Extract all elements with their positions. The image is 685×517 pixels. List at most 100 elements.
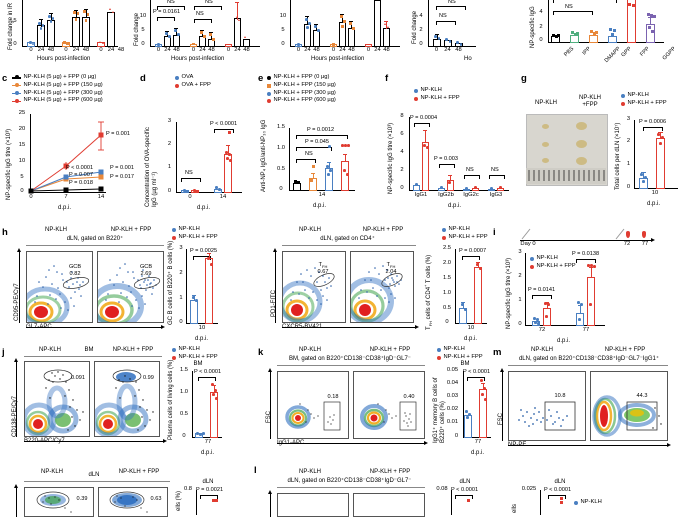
flow-plot: 0.39 (24, 487, 94, 517)
data-point (547, 303, 550, 306)
panel-h-chart-xlabel: d.p.i. (195, 336, 209, 342)
panel-c-p-6: P = 0.017 (110, 174, 135, 180)
data-point (344, 144, 347, 147)
legend-label: NP-KLH (448, 226, 470, 232)
panel-a2-xtick: 48 (173, 47, 180, 53)
panel-f-p-2: P = 0.003 (434, 156, 459, 162)
panel-b-ytick: 4 (539, 9, 543, 15)
data-point (196, 432, 199, 435)
panel-m-xaxis-label: NP-PE (508, 442, 527, 448)
panel-f-ytick: 2 (400, 167, 404, 173)
data-point (177, 33, 180, 36)
panel-k-chart-ytick: 0.01 (446, 419, 459, 425)
panel-j-yaxis-arrow (14, 358, 18, 437)
legend-label: NP-KLH (5 µg) + FPP (300 µg) (23, 89, 103, 96)
legend-item: NP-KLH (5 µg) + FPP (300 µg) (12, 90, 103, 98)
panel-d-label: d (140, 73, 146, 84)
error-cap (48, 13, 54, 14)
sig-bracket (576, 259, 596, 263)
panel-j-chart-yaxis (192, 371, 193, 437)
panel-a-xtick: 48 (117, 47, 125, 53)
data-point (212, 38, 215, 41)
legend-item: NP-KLH + FPP (172, 234, 218, 242)
panel-a3-xtick: 48 (383, 47, 390, 53)
error-cap (73, 10, 79, 11)
legend-item: NP-KLH (442, 226, 488, 234)
data-point (545, 315, 548, 318)
sig-bracket (194, 19, 212, 23)
bar (570, 35, 579, 43)
panel-m-flow-title-1: NP-KLH (530, 347, 553, 353)
error-cap (658, 132, 663, 133)
panel-i-timeline-mark-2: 77 (641, 241, 649, 247)
error-cap (225, 145, 230, 146)
panel-bl-gate-2-value: 0.63 (150, 496, 162, 502)
data-point (98, 41, 101, 43)
sig-bracket (462, 256, 480, 260)
panel-f-xtick: IgG1 (414, 192, 428, 198)
panel-d-yaxis (176, 122, 177, 192)
panel-h2-chart-ytick: 2.5 (442, 245, 452, 251)
panel-g-yaxis (634, 120, 635, 188)
data-point (49, 20, 53, 23)
data-point (642, 180, 645, 183)
bar (608, 36, 617, 43)
panel-j-flow-title-2: NP-KLH + FPP (112, 347, 154, 353)
data-point (595, 31, 598, 34)
data-point (434, 35, 437, 38)
data-point (168, 35, 171, 38)
bar (383, 28, 390, 47)
legend-item: NP-KLH (172, 226, 218, 234)
error-cap (83, 9, 89, 10)
panel-h2-p: P = 0.0007 (459, 248, 487, 254)
panel-d-ytick: 3 (167, 118, 172, 124)
panel-a3-xtick: 0 (331, 47, 336, 53)
panel-h2-chart-xaxis (455, 323, 487, 324)
legend-label: NP-KLH + FPP (150 µg) (273, 81, 336, 88)
bar (656, 138, 665, 189)
panel-b-xtick: DMAPP (603, 46, 622, 65)
bar (589, 35, 598, 43)
error-cap (206, 253, 211, 254)
data-point (84, 19, 88, 22)
panel-a-xaxis (22, 46, 118, 47)
data-point (445, 38, 448, 41)
error-bar (342, 14, 343, 23)
legend-item: OVA + FPP (175, 82, 211, 90)
legend-item: NP-KLH + FPP (442, 234, 488, 242)
panel-k-p: P < 0.0001 (463, 369, 491, 375)
sig-bracket (548, 495, 566, 499)
data-point (327, 173, 330, 176)
panel-k-yaxis-label: FSC (266, 411, 272, 423)
error-bar (176, 28, 177, 36)
panel-d-ytick: 1 (167, 164, 172, 170)
data-point (484, 398, 487, 401)
flow-plot: 0.091 (24, 361, 90, 437)
data-point (481, 393, 484, 396)
panel-k-label: k (258, 347, 264, 358)
data-point (66, 42, 69, 45)
panel-c-xaxis (30, 192, 106, 193)
panel-l2-yaxis (540, 490, 541, 515)
panel-m: NP-KLH NP-KLH + FPP dLN, gated on B220⁺C… (490, 345, 685, 463)
legend-swatch (12, 90, 21, 96)
panel-e-ytick: 1.0 (276, 145, 286, 151)
panel-i-timeline-mark-1: 72 (623, 241, 631, 247)
panel-a3-xtick: 48 (313, 47, 320, 53)
panel-f-xtick: IgG2b (438, 192, 454, 198)
legend-swatch (414, 96, 418, 101)
legend-label: OVA + FPP (181, 81, 211, 88)
legend-swatch (12, 74, 21, 81)
panel-h-gate-header: dLN, gated on B220⁺ (66, 236, 124, 242)
data-point (590, 30, 593, 33)
legend-swatch (442, 227, 446, 232)
bar (474, 267, 482, 324)
panel-a2-xlabel: Hours post-infection (171, 56, 225, 62)
panel-h2-chart-ytick: 0 (445, 319, 449, 325)
error-cap (641, 172, 646, 173)
panel-a3-ytick: 5 (281, 27, 285, 33)
panel-i-ytick: 3 (518, 249, 522, 255)
error-bar (213, 385, 215, 393)
error-bar (660, 132, 661, 139)
panel-h-chart-yaxis (186, 249, 187, 323)
